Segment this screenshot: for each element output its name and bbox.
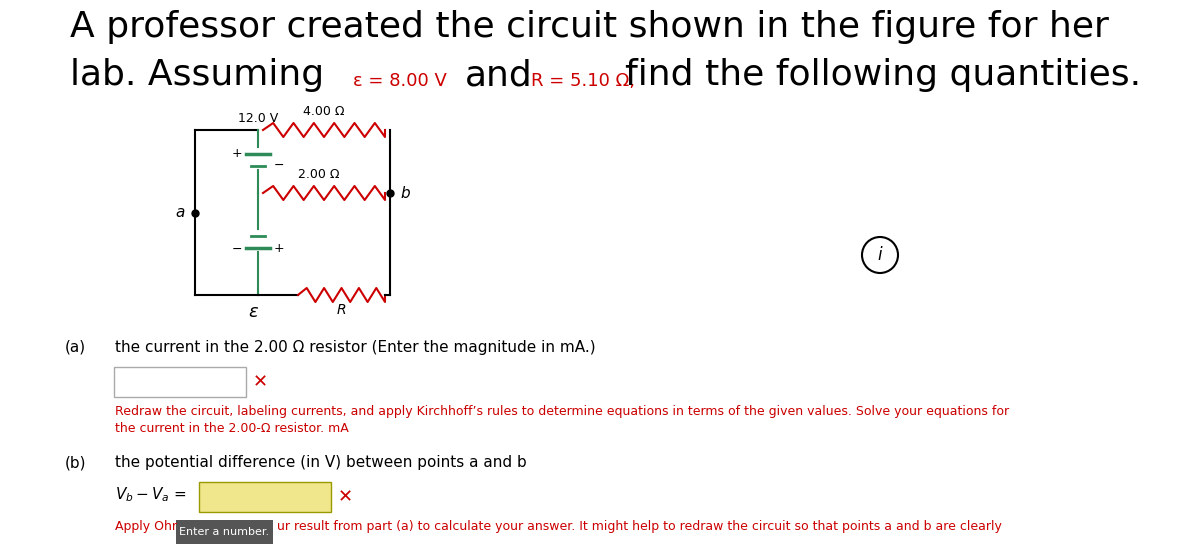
Text: i: i: [877, 246, 882, 264]
Text: −: −: [232, 242, 242, 256]
Text: $V_b - V_a$ =: $V_b - V_a$ =: [115, 485, 187, 504]
Text: Enter a number.: Enter a number.: [180, 527, 270, 537]
Text: the potential difference (in V) between points a and b: the potential difference (in V) between …: [115, 455, 527, 470]
Text: R: R: [337, 303, 347, 317]
FancyBboxPatch shape: [114, 367, 246, 397]
Text: the current in the 2.00 Ω resistor (Enter the magnitude in mA.): the current in the 2.00 Ω resistor (Ente…: [115, 340, 595, 355]
FancyBboxPatch shape: [199, 482, 331, 512]
Text: Redraw the circuit, labeling currents, and apply Kirchhoff’s rules to determine : Redraw the circuit, labeling currents, a…: [115, 405, 1009, 418]
Text: (a): (a): [65, 340, 86, 355]
Text: 2.00 Ω: 2.00 Ω: [299, 168, 340, 181]
Text: Apply Ohr: Apply Ohr: [115, 520, 178, 533]
Text: 4.00 Ω: 4.00 Ω: [304, 105, 344, 118]
Text: find the following quantities.: find the following quantities.: [625, 58, 1141, 92]
Text: 12.0 V: 12.0 V: [238, 112, 278, 125]
Text: ✕: ✕: [253, 373, 268, 391]
Text: the current in the 2.00-Ω resistor. mA: the current in the 2.00-Ω resistor. mA: [115, 422, 349, 435]
Text: b: b: [400, 185, 409, 201]
Text: −: −: [274, 159, 284, 172]
Text: a: a: [175, 205, 185, 220]
Text: and: and: [466, 58, 533, 92]
Text: +: +: [232, 147, 242, 160]
Text: ✕: ✕: [338, 488, 353, 506]
Text: (b): (b): [65, 455, 86, 470]
Text: +: +: [274, 242, 284, 255]
Text: ε: ε: [248, 303, 258, 321]
Text: ur result from part (a) to calculate your answer. It might help to redraw the ci: ur result from part (a) to calculate you…: [277, 520, 1002, 533]
Text: A professor created the circuit shown in the figure for her: A professor created the circuit shown in…: [70, 10, 1109, 44]
FancyBboxPatch shape: [176, 520, 274, 544]
Text: ε = 8.00 V: ε = 8.00 V: [353, 72, 446, 90]
Text: R = 5.10 Ω,: R = 5.10 Ω,: [530, 72, 635, 90]
Text: lab. Assuming: lab. Assuming: [70, 58, 324, 92]
